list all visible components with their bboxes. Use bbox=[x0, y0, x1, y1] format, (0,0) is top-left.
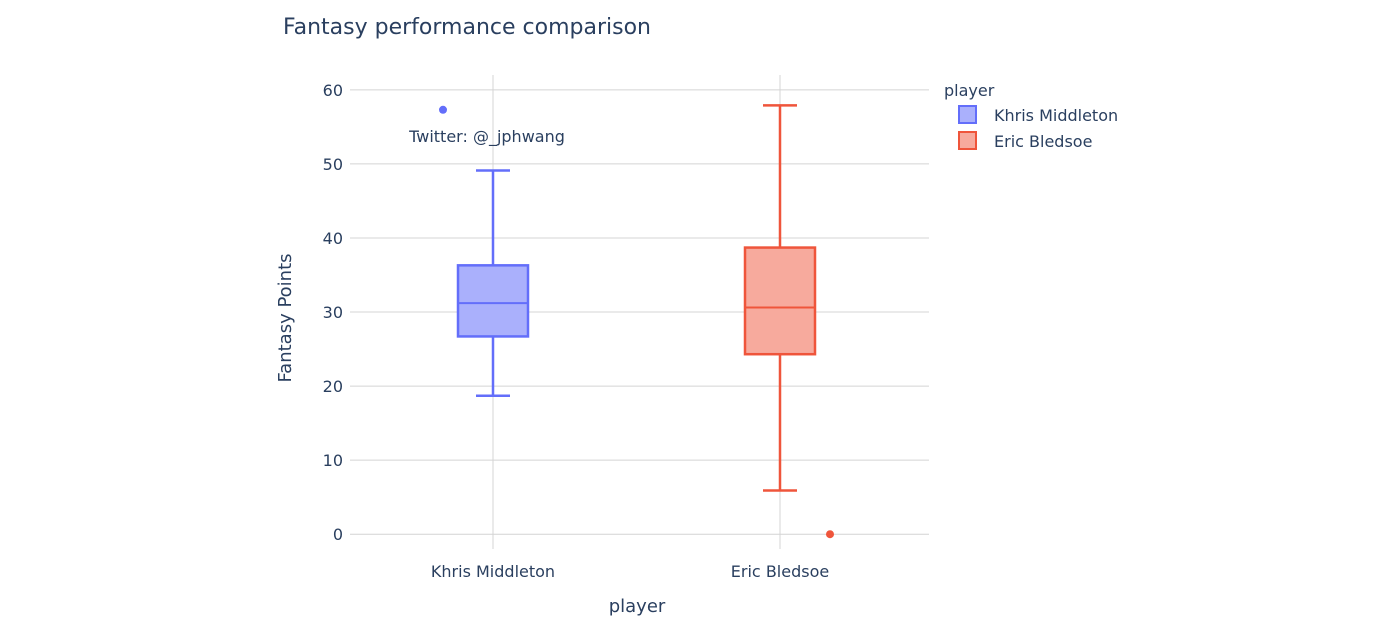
x-axis-title: player bbox=[609, 596, 666, 617]
grid bbox=[350, 75, 929, 549]
legend-label: Khris Middleton bbox=[994, 106, 1118, 125]
legend-title: player bbox=[944, 81, 995, 100]
legend: player Khris Middleton Eric Bledsoe bbox=[944, 81, 1118, 151]
y-axis-ticks: 0 10 20 30 40 50 60 bbox=[323, 81, 343, 544]
legend-swatch bbox=[958, 105, 977, 124]
box-khris-middleton bbox=[439, 105, 530, 397]
legend-item-eric-bledsoe[interactable]: Eric Bledsoe bbox=[958, 131, 1092, 151]
iqr-box bbox=[743, 246, 817, 356]
annotation-text: Twitter: @_jphwang bbox=[408, 127, 565, 147]
y-tick-label: 40 bbox=[323, 229, 343, 248]
legend-label: Eric Bledsoe bbox=[994, 132, 1092, 151]
y-tick-label: 0 bbox=[333, 525, 343, 544]
y-tick-label: 60 bbox=[323, 81, 343, 100]
y-tick-label: 30 bbox=[323, 303, 343, 322]
y-tick-label: 50 bbox=[323, 155, 343, 174]
outlier-point bbox=[439, 105, 447, 114]
iqr-box bbox=[456, 264, 530, 338]
legend-swatch bbox=[958, 131, 977, 150]
chart-title: Fantasy performance comparison bbox=[283, 15, 651, 40]
y-axis-title: Fantasy Points bbox=[275, 253, 296, 382]
box-eric-bledsoe bbox=[743, 104, 834, 539]
boxes bbox=[439, 104, 834, 539]
outlier-point bbox=[826, 530, 834, 539]
x-tick-label: Khris Middleton bbox=[431, 562, 555, 581]
x-axis-ticks: Khris Middleton Eric Bledsoe bbox=[431, 562, 829, 581]
x-tick-label: Eric Bledsoe bbox=[731, 562, 829, 581]
y-tick-label: 20 bbox=[323, 377, 343, 396]
legend-item-khris-middleton[interactable]: Khris Middleton bbox=[958, 105, 1118, 125]
y-tick-label: 10 bbox=[323, 451, 343, 470]
